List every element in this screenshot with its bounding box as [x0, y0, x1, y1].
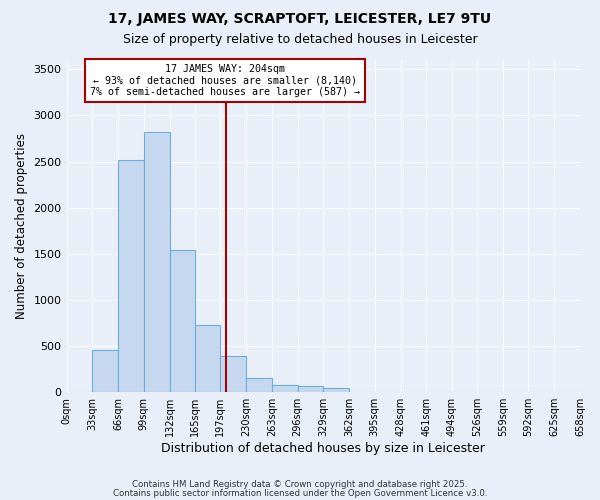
Text: 17 JAMES WAY: 204sqm
← 93% of detached houses are smaller (8,140)
7% of semi-det: 17 JAMES WAY: 204sqm ← 93% of detached h…	[90, 64, 360, 97]
Bar	[298, 386, 323, 392]
Bar	[195, 325, 220, 392]
Bar	[272, 386, 298, 392]
Bar	[323, 388, 349, 392]
Bar	[220, 356, 246, 392]
Bar	[170, 250, 195, 392]
X-axis label: Distribution of detached houses by size in Leicester: Distribution of detached houses by size …	[161, 442, 485, 455]
Text: 17, JAMES WAY, SCRAPTOFT, LEICESTER, LE7 9TU: 17, JAMES WAY, SCRAPTOFT, LEICESTER, LE7…	[109, 12, 491, 26]
Bar	[118, 160, 144, 392]
Text: Size of property relative to detached houses in Leicester: Size of property relative to detached ho…	[122, 32, 478, 46]
Text: Contains HM Land Registry data © Crown copyright and database right 2025.: Contains HM Land Registry data © Crown c…	[132, 480, 468, 489]
Bar	[92, 350, 118, 392]
Text: Contains public sector information licensed under the Open Government Licence v3: Contains public sector information licen…	[113, 488, 487, 498]
Y-axis label: Number of detached properties: Number of detached properties	[15, 133, 28, 319]
Bar	[144, 132, 170, 392]
Bar	[246, 378, 272, 392]
